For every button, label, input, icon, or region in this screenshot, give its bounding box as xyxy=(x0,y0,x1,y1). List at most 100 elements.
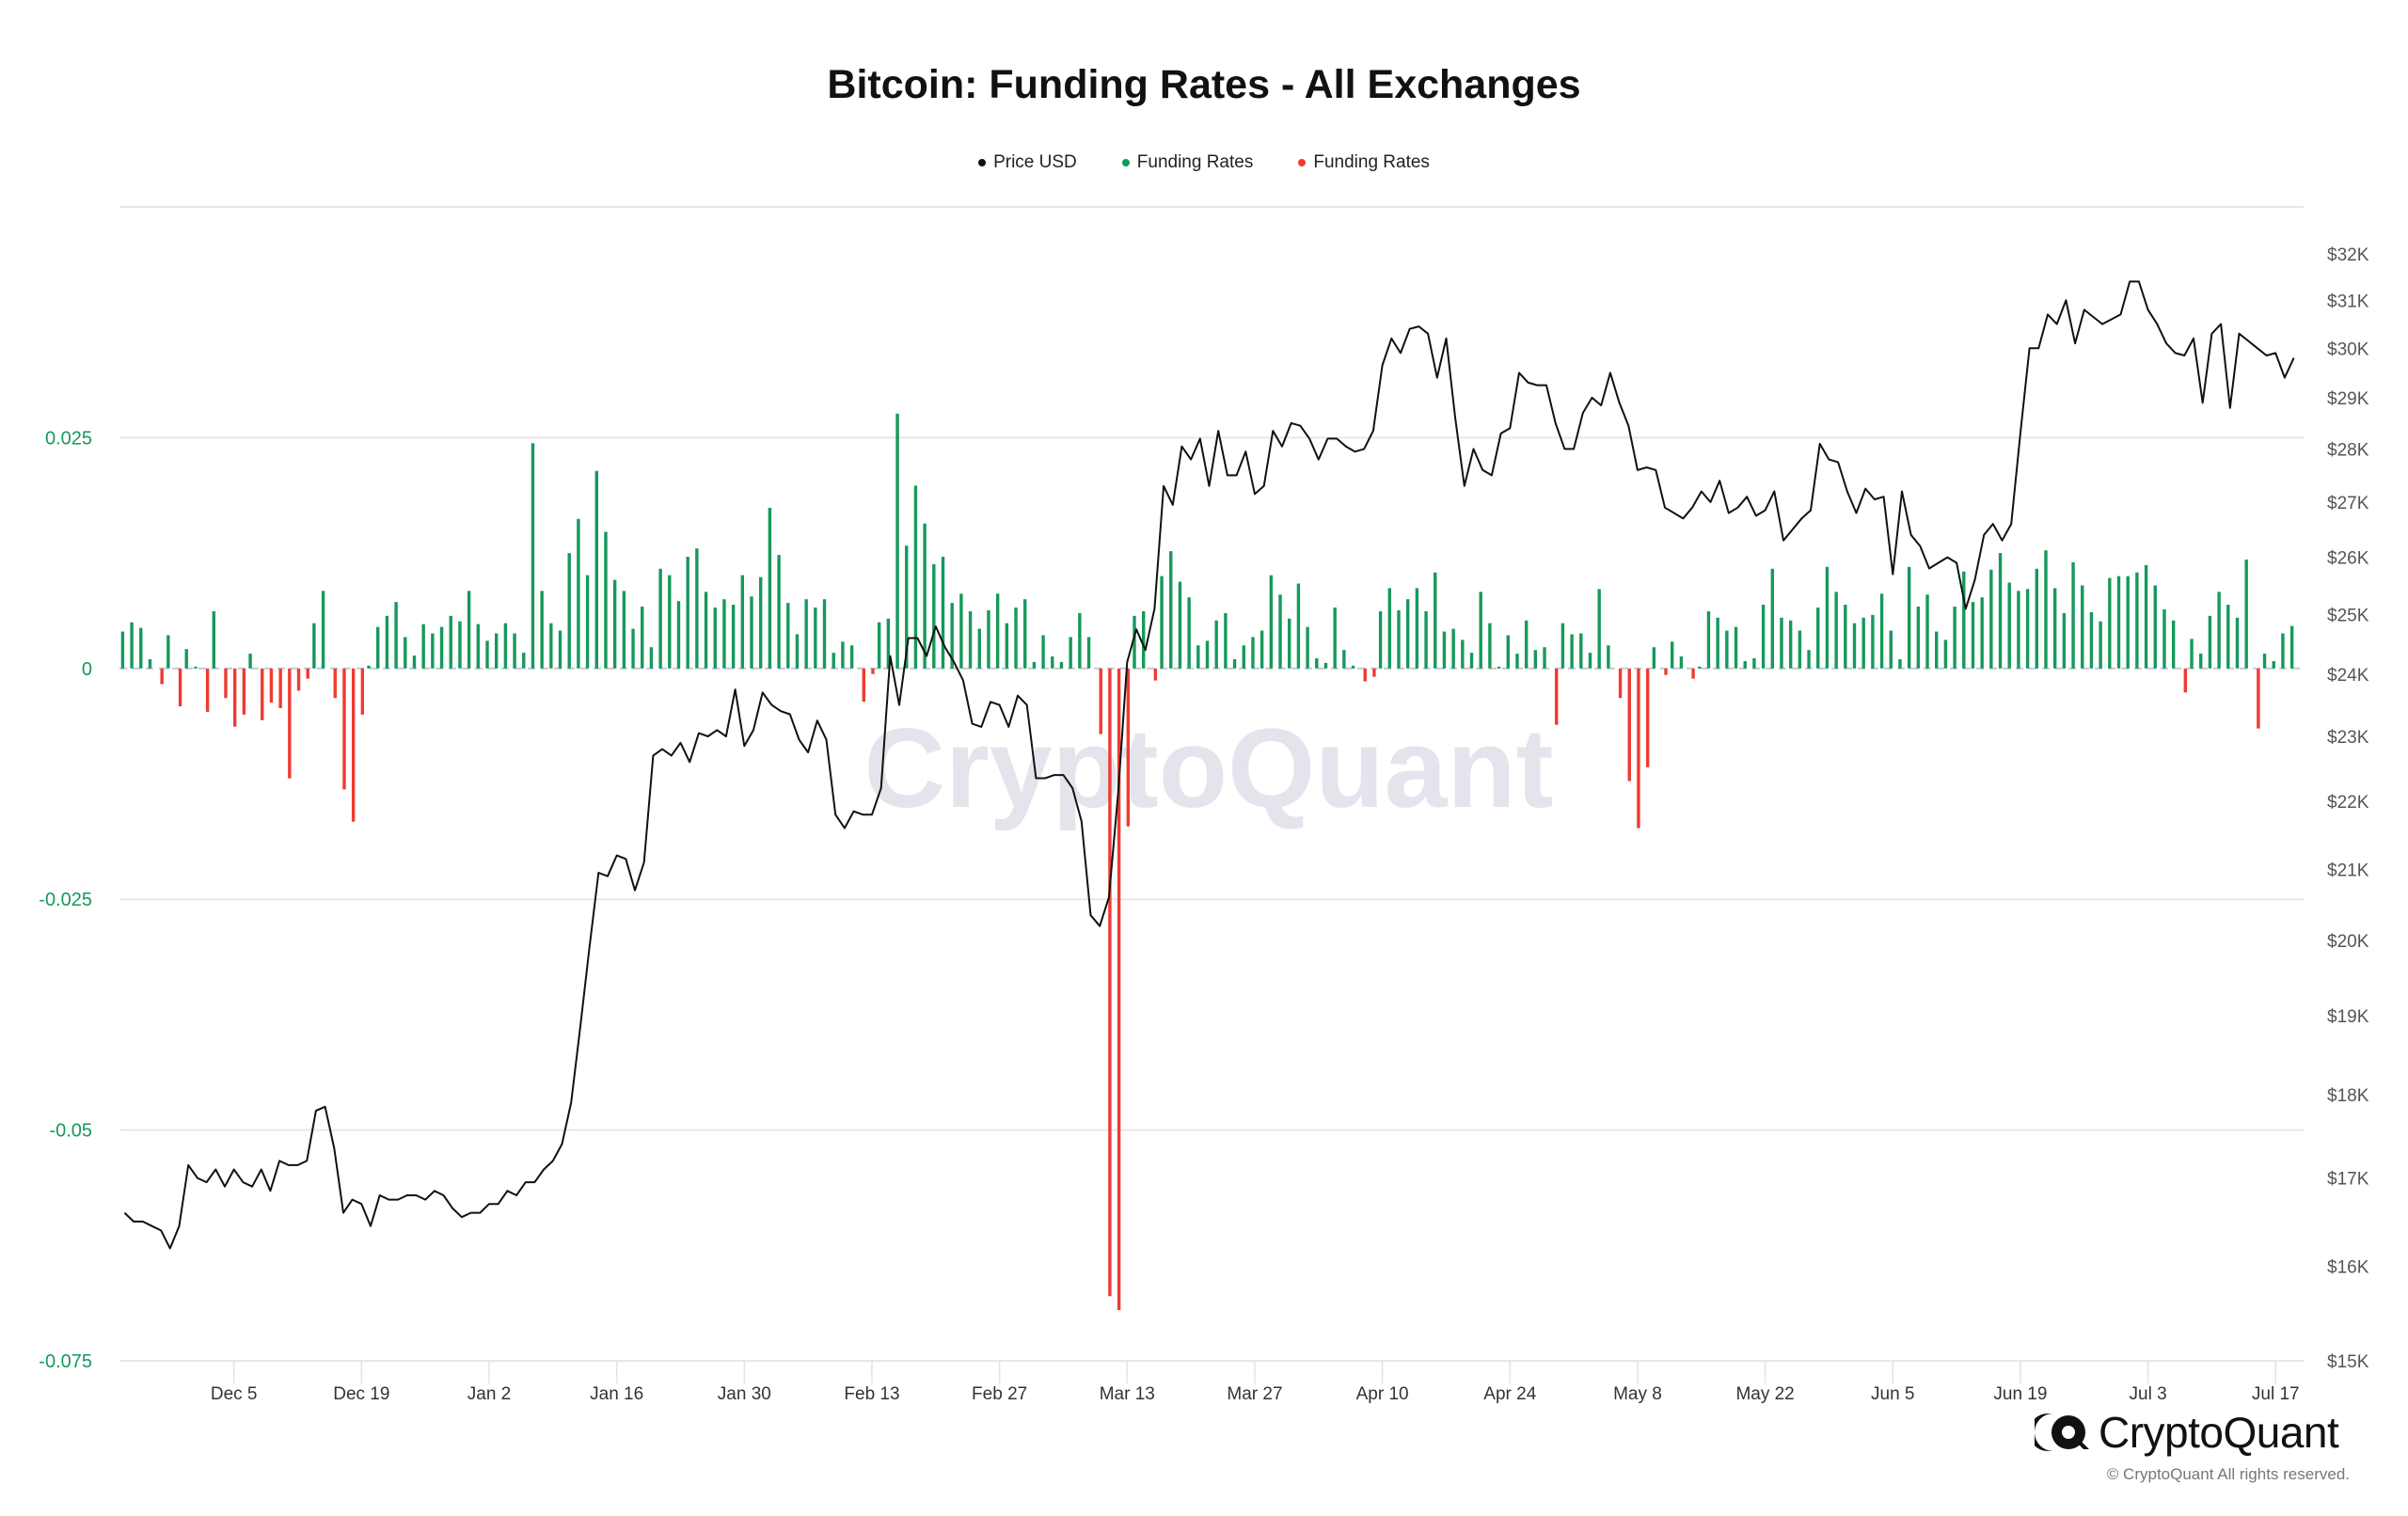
x-tick-label: Feb 27 xyxy=(972,1384,1027,1404)
funding-bar-positive xyxy=(1497,666,1501,669)
funding-bar-positive xyxy=(1397,609,1401,669)
funding-bar-negative xyxy=(862,668,865,703)
x-tick-label: Jul 17 xyxy=(2252,1384,2300,1404)
y-left-tick-label: -0.075 xyxy=(39,1351,92,1372)
legend-dot-red-icon xyxy=(1298,159,1307,166)
funding-bar-positive xyxy=(248,654,252,669)
funding-bar-negative xyxy=(224,668,228,699)
funding-bar-positive xyxy=(1306,626,1309,669)
funding-bar-positive xyxy=(950,603,954,669)
funding-bar-negative xyxy=(333,668,337,699)
funding-bar-positive xyxy=(2108,577,2112,669)
funding-bar-positive xyxy=(1069,637,1072,669)
y-right-tick-label: $23K xyxy=(2327,728,2369,748)
funding-bar-positive xyxy=(1588,653,1592,669)
funding-bar-positive xyxy=(531,443,535,669)
funding-bar-negative xyxy=(1637,668,1640,829)
funding-bar-negative xyxy=(278,668,282,709)
y-right-tick-label: $16K xyxy=(2327,1258,2369,1278)
funding-bar-positive xyxy=(449,615,452,669)
funding-bar-positive xyxy=(786,603,790,669)
funding-bar-positive xyxy=(2007,582,2011,669)
funding-bar-positive xyxy=(412,655,417,669)
legend-label-price: Price USD xyxy=(993,152,1077,172)
funding-bar-positive xyxy=(713,608,717,669)
legend-item-price[interactable]: Price USD xyxy=(978,152,1077,173)
funding-bar-positive xyxy=(312,623,316,669)
funding-bar-negative xyxy=(1108,668,1112,1297)
y-right-tick-label: $20K xyxy=(2327,932,2369,952)
funding-bar-positive xyxy=(1597,589,1601,669)
funding-bar-positive xyxy=(1469,653,1474,669)
funding-bar-positive xyxy=(1059,661,1064,669)
funding-bar-positive xyxy=(1898,658,1902,669)
funding-bar-positive xyxy=(841,641,845,669)
y-left-tick-label: 0 xyxy=(82,659,92,680)
legend-item-funding-negative[interactable]: Funding Rates xyxy=(1298,152,1430,173)
funding-bar-negative xyxy=(1153,668,1158,681)
funding-bar-positive xyxy=(731,605,736,669)
funding-bar-positive xyxy=(2062,612,2067,669)
funding-bar-positive xyxy=(1943,640,1948,669)
funding-bar-positive xyxy=(120,631,125,669)
funding-bar-positive xyxy=(1205,640,1210,669)
funding-bar-positive xyxy=(1816,608,1820,669)
y-right-tick-label: $26K xyxy=(2327,549,2369,569)
funding-bar-negative xyxy=(1363,668,1367,682)
funding-bar-positive xyxy=(668,575,672,669)
funding-bar-positive xyxy=(1861,617,1865,669)
funding-bar-negative xyxy=(178,668,182,707)
funding-bar-positive xyxy=(540,591,544,669)
funding-bar-positive xyxy=(558,630,562,669)
funding-bar-positive xyxy=(2289,625,2294,669)
funding-bar-positive xyxy=(886,618,891,669)
funding-bar-positive xyxy=(130,622,134,669)
funding-bar-negative xyxy=(1126,668,1130,827)
funding-bar-positive xyxy=(895,413,899,669)
legend: Price USD Funding Rates Funding Rates xyxy=(0,152,2408,173)
funding-bar-negative xyxy=(242,668,246,715)
funding-bar-positive xyxy=(686,557,689,669)
funding-bar-positive xyxy=(1178,581,1182,669)
funding-bar-positive xyxy=(1770,568,1774,669)
funding-bar-negative xyxy=(1691,668,1695,679)
funding-bar-positive xyxy=(750,596,753,669)
funding-bar-positive xyxy=(2081,585,2084,669)
funding-bar-positive xyxy=(1935,631,1939,669)
funding-bar-positive xyxy=(768,508,772,669)
price-usd-line xyxy=(123,280,2295,1250)
funding-bar-negative xyxy=(871,668,875,674)
funding-bar-negative xyxy=(1099,668,1102,734)
x-tick-label: Jun 5 xyxy=(1871,1384,1914,1404)
funding-bar-positive xyxy=(1879,593,1884,669)
funding-bar-positive xyxy=(2116,576,2121,669)
funding-bar-positive xyxy=(832,653,835,669)
funding-bar-positive xyxy=(2244,559,2248,669)
funding-bar-positive xyxy=(1133,615,1136,669)
funding-bar-positive xyxy=(458,621,462,669)
funding-bar-positive xyxy=(1671,641,1674,669)
funding-bar-positive xyxy=(1980,597,1984,669)
copyright: © CryptoQuant All rights reserved. xyxy=(2106,1465,2350,1483)
funding-bar-positive xyxy=(1852,623,1857,669)
funding-bar-positive xyxy=(1051,656,1054,669)
funding-bar-positive xyxy=(1451,628,1455,669)
legend-label-funding-positive: Funding Rates xyxy=(1136,152,1254,172)
funding-bar-positive xyxy=(1387,588,1392,669)
y-right-tick-label: $24K xyxy=(2327,666,2369,686)
legend-item-funding-positive[interactable]: Funding Rates xyxy=(1121,152,1254,173)
funding-bar-positive xyxy=(585,575,590,669)
funding-bar-positive xyxy=(2162,608,2166,669)
funding-bar-positive xyxy=(622,591,626,669)
funding-bar-positive xyxy=(1232,658,1237,669)
funding-bar-positive xyxy=(148,658,152,669)
funding-bar-positive xyxy=(1971,602,1975,669)
funding-bar-positive xyxy=(658,568,662,669)
funding-bar-positive xyxy=(2262,654,2267,669)
funding-bar-positive xyxy=(631,628,635,669)
funding-bar-negative xyxy=(1627,668,1631,782)
funding-bar-positive xyxy=(522,653,526,669)
funding-bar-positive xyxy=(1005,623,1009,669)
funding-bar-positive xyxy=(1907,566,1911,669)
funding-bar-positive xyxy=(849,645,854,669)
